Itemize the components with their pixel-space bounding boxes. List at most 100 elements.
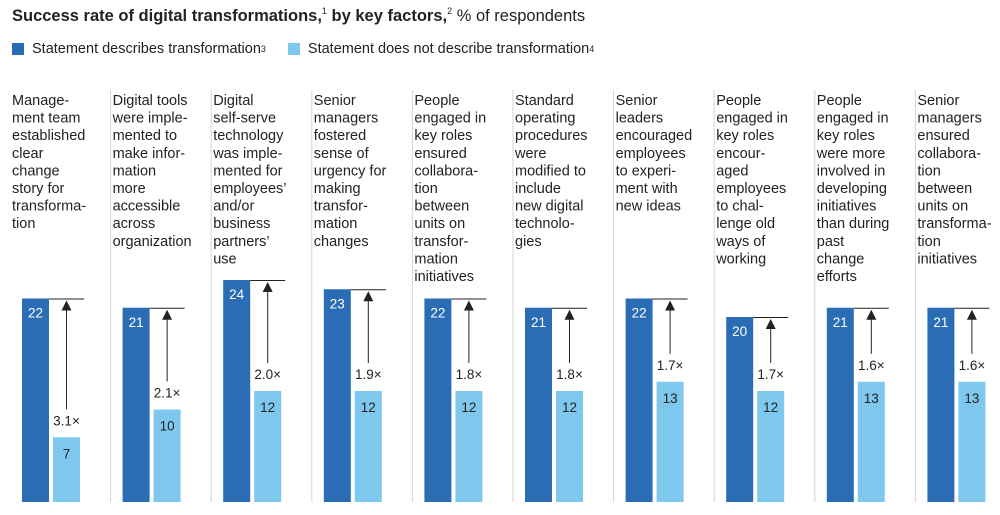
category-label-line: Standard <box>515 93 574 109</box>
category-label-line: new digital <box>515 199 584 215</box>
category-label-line: making <box>314 181 361 197</box>
category-label-line: engaged in <box>414 111 486 127</box>
value-label-not-describes: 12 <box>461 400 476 415</box>
category-label-line: People <box>414 93 459 109</box>
title-footnote-1: 1 <box>321 6 327 16</box>
category-label-line: mented for <box>213 163 282 179</box>
legend-swatch-not-describes <box>287 43 300 55</box>
category-label-line: change <box>12 163 60 179</box>
category-label-line: units on <box>917 199 968 215</box>
category-label-line: urgency for <box>314 163 387 179</box>
category-label-line: transforma- <box>917 216 991 232</box>
category-label-line: Senior <box>314 93 356 109</box>
category-label-line: use <box>213 251 236 267</box>
category-label-line: People <box>716 93 761 109</box>
bar-not-describes <box>53 437 80 502</box>
ratio-arrow-head <box>363 291 374 302</box>
category-label-line: include <box>515 181 561 197</box>
category-label-line: across <box>113 216 156 232</box>
category-label-line: key roles <box>817 128 875 144</box>
value-label-not-describes: 13 <box>864 391 879 406</box>
ratio-arrow-head <box>765 319 776 329</box>
category-label-line: to chal- <box>716 199 764 215</box>
category-label-line: were imple- <box>112 111 188 127</box>
category-label-line: initiatives <box>414 269 474 285</box>
bar-not-describes <box>656 381 684 502</box>
category-label-line: ways of <box>715 234 766 250</box>
bar-describes <box>826 307 854 502</box>
category-label-line: ensured <box>917 128 969 144</box>
value-label-describes: 21 <box>833 315 848 330</box>
value-label-describes: 22 <box>430 306 445 321</box>
value-label-not-describes: 12 <box>562 400 577 415</box>
category-label-line: mation <box>314 216 358 232</box>
category-label-line: lenge old <box>716 216 775 232</box>
category-label-line: operating <box>515 111 575 127</box>
category-label-line: between <box>917 181 972 197</box>
bar-describes <box>726 317 754 502</box>
title-unit: % of respondents <box>456 7 586 25</box>
ratio-label: 2.0× <box>254 367 281 382</box>
bar-describes <box>122 307 150 502</box>
legend-footnote-describes: 3 <box>260 44 266 54</box>
value-label-not-describes: 13 <box>663 391 678 406</box>
value-label-not-describes: 12 <box>361 400 376 415</box>
category-label-line: working <box>715 251 766 267</box>
bar-not-describes <box>757 391 785 502</box>
category-label-line: employees’ <box>213 181 286 197</box>
category-label-line: leaders <box>616 111 664 127</box>
ratio-label: 1.8× <box>556 367 583 382</box>
value-label-describes: 21 <box>531 315 546 330</box>
ratio-label: 1.7× <box>757 367 784 382</box>
bar-not-describes <box>455 391 483 502</box>
category-label-line: collabora- <box>917 146 981 162</box>
category-label-line: technolo- <box>515 216 575 232</box>
category-label-line: involved in <box>817 163 886 179</box>
category-label-line: People <box>817 93 862 109</box>
value-label-not-describes: 12 <box>763 400 778 415</box>
ratio-label: 3.1× <box>53 413 80 428</box>
category-label-line: employees <box>716 181 786 197</box>
value-label-describes: 21 <box>129 315 144 330</box>
legend-item-not-describes: Statement does not describe transformati… <box>287 41 594 57</box>
bar-not-describes <box>958 381 986 502</box>
category-label-line: efforts <box>817 269 857 285</box>
legend-item-describes: Statement describes transformation 3 <box>12 41 266 57</box>
category-label-line: between <box>414 199 469 215</box>
category-label-line: new ideas <box>616 199 681 215</box>
category-label-line: story for <box>12 181 65 197</box>
category-label-line: make infor- <box>113 146 186 162</box>
category-label-line: sense of <box>314 146 370 162</box>
category-label-line: mation <box>414 251 458 267</box>
category-label-line: transfor- <box>414 234 468 250</box>
category-label-line: changes <box>314 234 369 250</box>
ratio-label: 2.1× <box>154 386 181 401</box>
category-label-line: engaged in <box>716 111 788 127</box>
category-label-line: gies <box>515 234 542 250</box>
category-label-line: tion <box>917 234 940 250</box>
category-label-line: procedures <box>515 128 588 144</box>
category-label-line: key roles <box>716 128 774 144</box>
category-label-line: Digital tools <box>113 93 188 109</box>
legend-label-not-describes: Statement does not describe transformati… <box>307 41 590 57</box>
bar-not-describes <box>857 381 885 502</box>
category-label-line: mented to <box>113 128 178 144</box>
legend: Statement describes transformation 3 Stat… <box>12 41 616 57</box>
value-label-not-describes: 10 <box>160 419 175 434</box>
category-label-line: were <box>514 146 546 162</box>
category-label-line: business <box>213 216 270 232</box>
ratio-label: 1.6× <box>959 358 986 373</box>
category-label-line: engaged in <box>817 111 889 127</box>
value-label-describes: 22 <box>632 306 647 321</box>
ratio-arrow-head <box>564 309 575 320</box>
category-label-line: change <box>817 251 865 267</box>
category-label-line: tion <box>917 163 940 179</box>
category-label-line: were more <box>816 146 886 162</box>
category-label-line: ment team <box>12 111 81 127</box>
value-label-describes: 22 <box>28 306 43 321</box>
value-label-describes: 21 <box>933 315 948 330</box>
category-label-line: initiatives <box>917 251 977 267</box>
category-label-line: managers <box>917 111 981 127</box>
title-footnote-2: 2 <box>447 6 453 16</box>
